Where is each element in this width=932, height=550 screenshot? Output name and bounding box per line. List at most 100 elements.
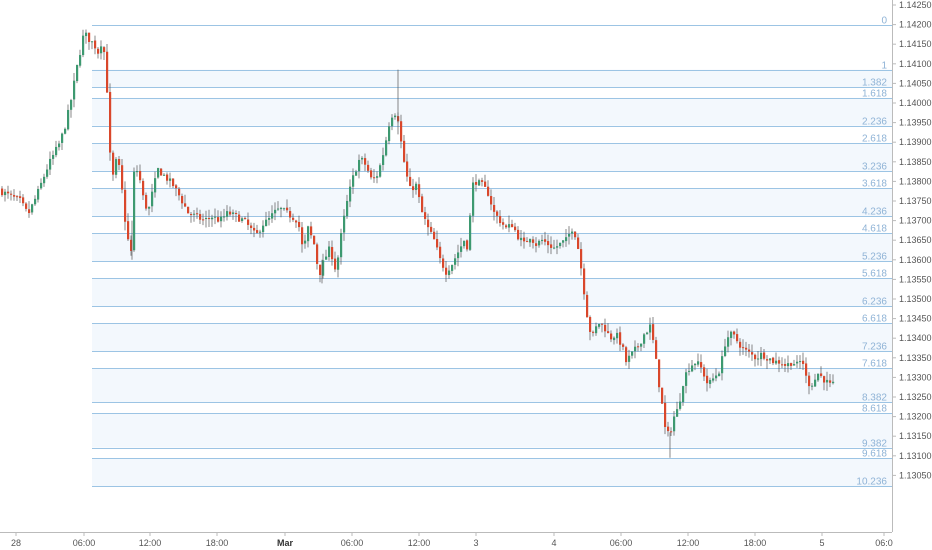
candle-body [229, 211, 232, 215]
candle-body [571, 231, 574, 234]
candle-body [214, 216, 217, 218]
candle-body [511, 224, 514, 228]
candle-body [274, 209, 277, 214]
fib-band [92, 368, 892, 403]
y-tick-label: 1.13700 [899, 216, 932, 226]
candle-body [160, 168, 163, 176]
candle-body [115, 159, 118, 175]
candle-body [724, 346, 727, 356]
candle-body [460, 246, 463, 252]
candle-body [448, 270, 451, 276]
candle-body [313, 235, 316, 245]
candle-body [154, 178, 157, 193]
candle-body [265, 219, 268, 227]
candle-body [406, 161, 409, 177]
candle-body [523, 237, 526, 242]
candle-body [784, 364, 787, 366]
candle-body [730, 331, 733, 338]
candle-body [70, 100, 73, 110]
candle-body [340, 233, 343, 258]
fib-level-label: 6.618 [862, 314, 887, 325]
candle-body [469, 215, 472, 250]
candle-body [112, 152, 115, 175]
candle-body [139, 170, 142, 181]
candle-body [334, 258, 337, 270]
candle-body [721, 356, 724, 374]
candle-body [781, 364, 784, 366]
y-tick-label: 1.13950 [899, 118, 932, 128]
candle-body [130, 239, 133, 251]
candle-body [13, 195, 16, 197]
candle-body [709, 379, 712, 384]
fib-level-label: 4.618 [862, 224, 887, 235]
candle-body [712, 378, 715, 381]
candle-body [805, 363, 808, 376]
candle-body [349, 186, 352, 202]
candle-body [79, 55, 82, 66]
x-axis: 28 06:00 12:00 18:00 Mar 06:00 12:00 3 4 06:00 12:… [11, 532, 893, 548]
fib-band [92, 413, 892, 448]
candle-body [121, 165, 124, 190]
candle-body [802, 360, 805, 364]
candle-body [385, 140, 388, 156]
candle-body [535, 243, 538, 246]
candle-body [391, 117, 394, 127]
candle-body [244, 217, 247, 219]
candle-body [247, 219, 250, 225]
candle-body [148, 206, 151, 209]
candle-body [745, 347, 748, 350]
candle-body [421, 196, 424, 213]
candle-body [466, 240, 469, 250]
candle-body [109, 91, 112, 153]
fib-level-label: 1.382 [862, 78, 887, 89]
candle-body [430, 226, 433, 232]
candle-body [703, 367, 706, 377]
fib-level-label: 10.236 [856, 477, 887, 488]
candle-body [811, 385, 814, 387]
y-tick-label: 1.14100 [899, 59, 932, 69]
candle-body [691, 365, 694, 372]
candle-body [481, 180, 484, 182]
candle-body [178, 188, 181, 196]
candle-body [493, 204, 496, 212]
candle-body [823, 376, 826, 383]
fib-level-label: 1 [881, 61, 887, 72]
candle-body [736, 334, 739, 342]
candle-body [586, 294, 589, 318]
candle-body [238, 214, 241, 222]
candle-body [526, 241, 529, 243]
candle-body [601, 323, 604, 325]
candle-body [100, 46, 103, 54]
candle-body [49, 158, 52, 170]
fib-band [92, 233, 892, 261]
candle-body [319, 264, 322, 275]
candle-body [556, 246, 559, 248]
candle-body [799, 361, 802, 363]
candle-body [163, 174, 166, 176]
fib-level-label: 9.618 [862, 449, 887, 460]
fib-level-label: 8.618 [862, 404, 887, 415]
fib-level-label: 2.236 [862, 117, 887, 128]
candle-body [136, 170, 139, 173]
candle-body [271, 213, 274, 219]
y-tick-label: 1.14150 [899, 39, 932, 49]
candle-body [82, 35, 85, 56]
candle-body [727, 337, 730, 347]
candle-body [424, 212, 427, 219]
candle-body [187, 206, 190, 214]
candle-body [118, 159, 121, 165]
x-tick-label: 06:00 [341, 538, 364, 548]
candle-body [298, 221, 301, 228]
candle-body [796, 361, 799, 364]
candle-body [280, 207, 283, 210]
candle-body [628, 355, 631, 362]
candle-body [697, 361, 700, 365]
y-tick-label: 1.14200 [899, 20, 932, 30]
candle-body [346, 200, 349, 217]
candle-body [682, 386, 685, 402]
candle-body [259, 231, 262, 233]
candle-body [28, 209, 31, 214]
candle-body [433, 231, 436, 240]
candle-body [184, 203, 187, 207]
y-tick-label: 1.13150 [899, 431, 932, 441]
